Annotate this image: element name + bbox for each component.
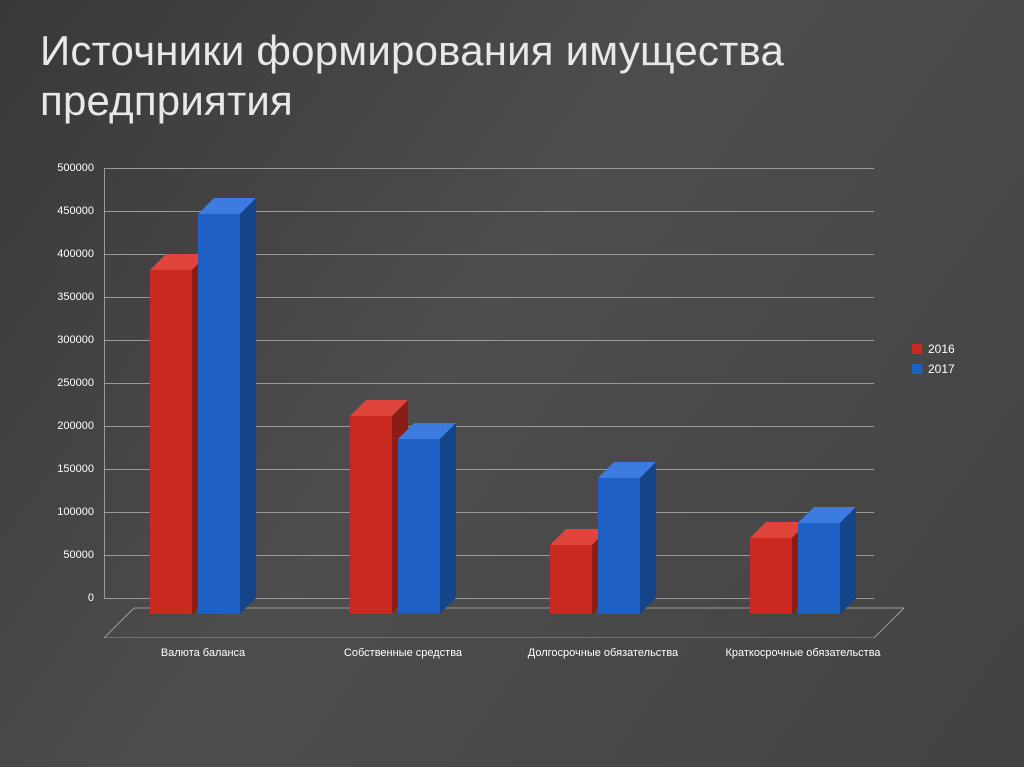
y-tick-label: 300000	[57, 334, 94, 346]
y-tick-label: 450000	[57, 205, 94, 217]
y-axis: 0500001000001500002000002500003000003500…	[40, 168, 100, 598]
chart-title: Источники формирования имущества предпри…	[40, 26, 1024, 125]
y-tick-label: 0	[88, 592, 94, 604]
x-tick-label: Долгосрочные обязательства	[518, 646, 688, 660]
x-tick-label: Валюта баланса	[118, 646, 288, 660]
bar-2017	[398, 423, 456, 614]
y-tick-label: 250000	[57, 377, 94, 389]
slide: Источники формирования имущества предпри…	[0, 0, 1024, 767]
legend-swatch	[912, 364, 922, 374]
bar-2017	[598, 462, 656, 614]
y-tick-label: 400000	[57, 248, 94, 260]
y-tick-label: 200000	[57, 420, 94, 432]
legend: 2016 2017	[912, 342, 984, 382]
x-tick-label: Собственные средства	[318, 646, 488, 660]
legend-swatch	[912, 344, 922, 354]
y-tick-label: 150000	[57, 463, 94, 475]
bar-2017	[798, 507, 856, 614]
legend-item: 2016	[912, 342, 984, 356]
bars-layer	[104, 168, 874, 598]
legend-label: 2016	[928, 342, 955, 356]
legend-item: 2017	[912, 362, 984, 376]
chart: 0 50000 100000 150000 200000 250000 300000 3500…	[40, 168, 984, 728]
x-axis-labels: Валюта баланса Собственные средства Долгос…	[104, 646, 874, 696]
legend-label: 2017	[928, 362, 955, 376]
bar-2017	[198, 198, 256, 614]
y-tick-label: 350000	[57, 291, 94, 303]
y-tick-label: 500000	[57, 162, 94, 174]
y-tick-label: 100000	[57, 506, 94, 518]
y-tick-label: 50000	[63, 549, 94, 561]
x-tick-label: Краткосрочные обязательства	[718, 646, 888, 660]
